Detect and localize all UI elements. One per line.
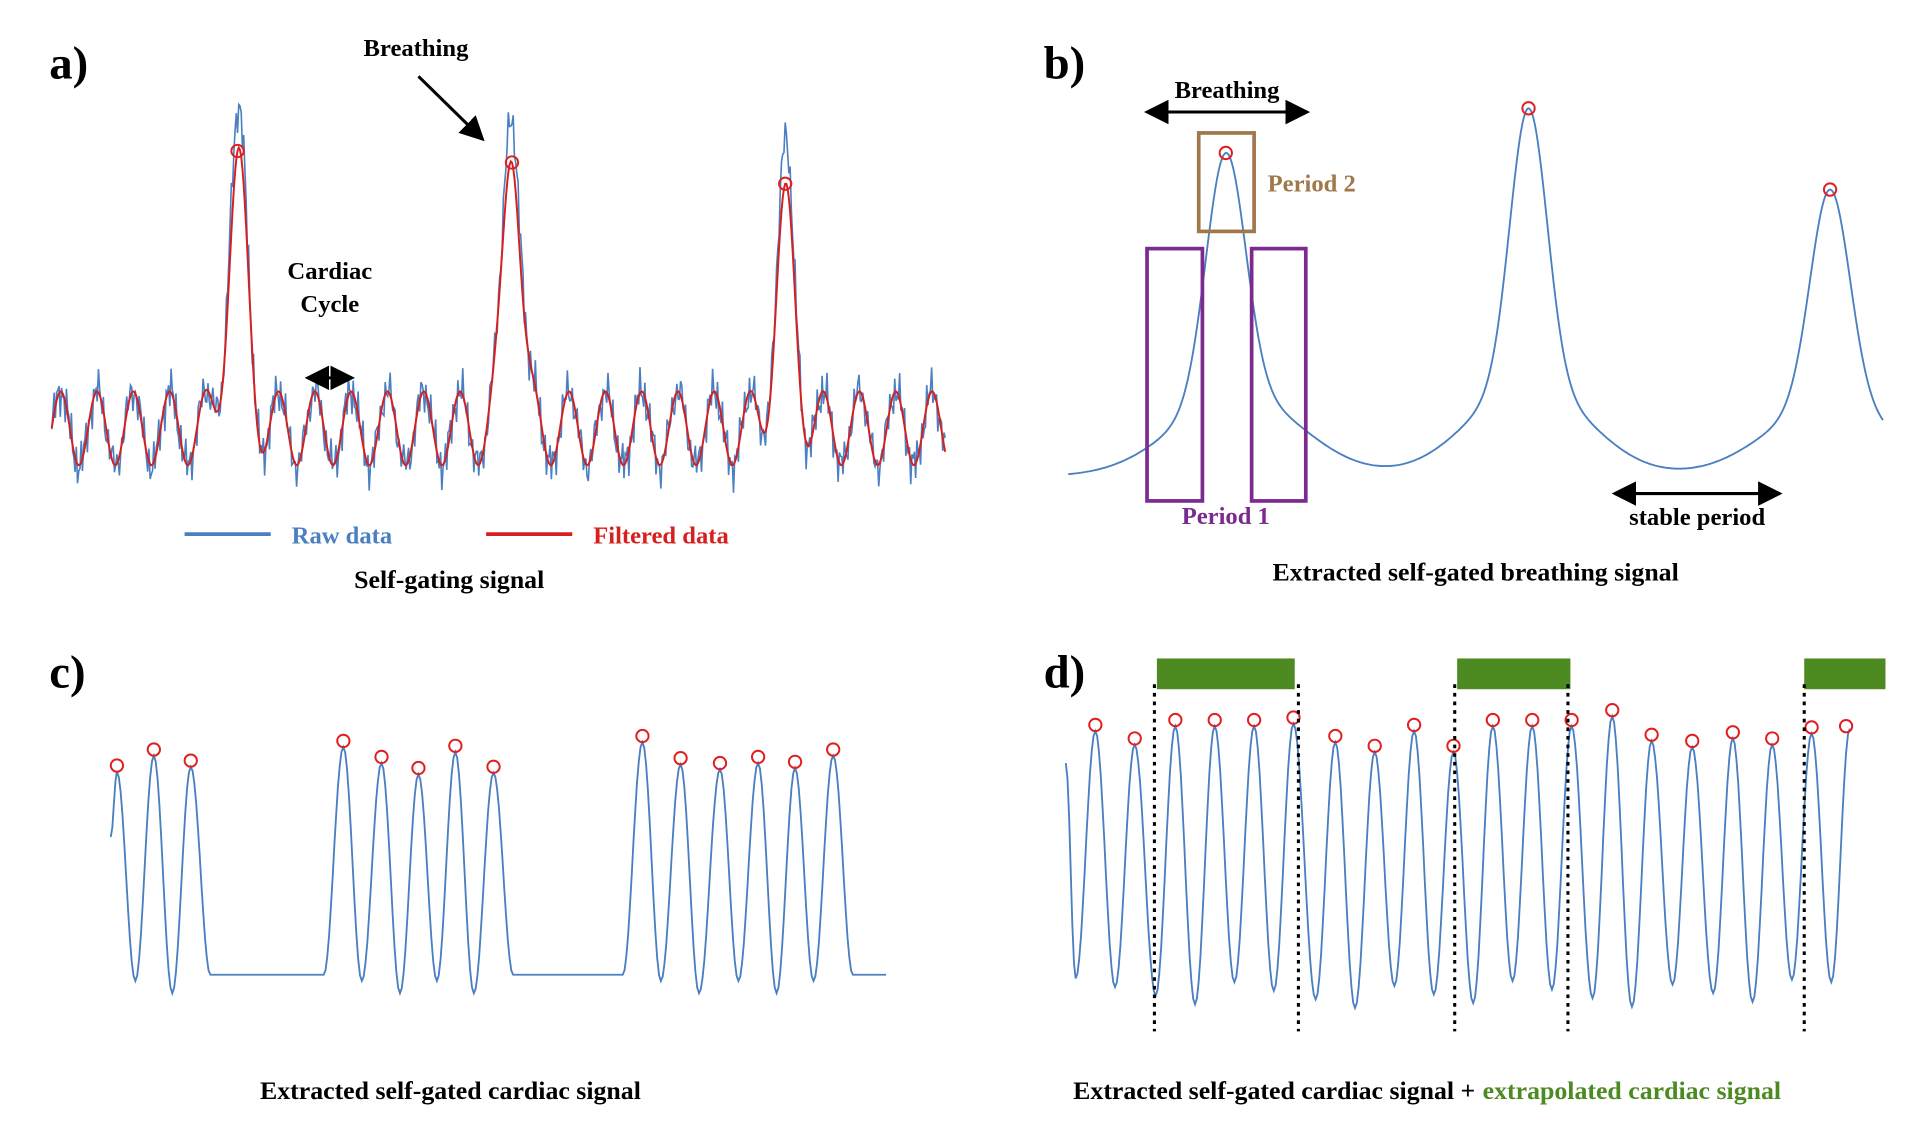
peak-marker <box>448 738 463 753</box>
annotation: Cardiac <box>287 258 372 285</box>
legend-label: Raw data <box>292 522 392 549</box>
cardiac-signal <box>1064 713 1851 1011</box>
annotation: Breathing <box>364 35 470 62</box>
period-box <box>1249 246 1308 503</box>
annotation: Period 2 <box>1268 171 1356 198</box>
peak-marker <box>1838 719 1854 734</box>
filtered-signal <box>50 145 947 467</box>
peak-marker <box>750 749 766 765</box>
peak-marker <box>1521 101 1536 116</box>
peak-marker <box>712 755 728 771</box>
peak-marker <box>374 749 389 765</box>
peak-marker <box>1246 712 1262 728</box>
annotation: Breathing <box>1175 77 1281 104</box>
annotation: Cycle <box>300 291 359 318</box>
peak-marker <box>1525 712 1540 728</box>
peak-marker <box>1218 145 1233 161</box>
arrow <box>417 75 485 142</box>
annotation: stable period <box>1629 504 1765 531</box>
peak-marker <box>411 760 426 776</box>
extrapolated-bar <box>1804 658 1886 690</box>
peak-marker <box>183 753 198 768</box>
peak-marker <box>1605 703 1620 718</box>
caption: Extracted self-gated breathing signal <box>1272 558 1678 587</box>
panel-label: d) <box>1044 647 1086 699</box>
peak-marker <box>1685 733 1700 749</box>
caption: Extracted self-gated cardiac signal <box>260 1076 641 1105</box>
breathing-signal <box>1068 107 1884 476</box>
panel-label: c) <box>49 647 85 699</box>
panel-label: a) <box>49 37 88 89</box>
peak-marker <box>1564 712 1579 728</box>
peak-marker <box>1168 712 1183 728</box>
peak-marker <box>778 176 793 191</box>
peak-marker <box>673 751 688 766</box>
signals <box>50 101 1884 1011</box>
annotation: Period 1 <box>1182 503 1270 530</box>
period-box <box>1196 131 1256 234</box>
peak-marker <box>1765 731 1780 746</box>
cardiac-signal <box>109 739 887 997</box>
peak-marker <box>826 742 841 757</box>
extrapolated-bar <box>1457 658 1571 690</box>
peak-marker <box>504 155 520 170</box>
period-box <box>1145 246 1205 503</box>
peak-marker <box>109 758 125 773</box>
peak-marker <box>230 143 245 159</box>
legend-label: Filtered data <box>593 522 729 549</box>
peak-marker <box>1207 712 1222 728</box>
peak-marker <box>787 754 803 769</box>
caption: Self-gating signal <box>354 565 544 594</box>
extrapolated-bar <box>1156 658 1295 690</box>
peak-marker <box>1485 712 1501 728</box>
peak-marker <box>1328 728 1343 744</box>
peak-marker <box>1088 717 1103 733</box>
peak-marker <box>1822 182 1838 197</box>
peak-marker <box>1406 717 1422 733</box>
peak-marker <box>1367 738 1382 753</box>
panel-label: b) <box>1044 37 1086 89</box>
peak-marker <box>1127 731 1142 746</box>
peak-marker <box>635 728 650 744</box>
caption: Extracted self-gated cardiac signal + ext… <box>1073 1076 1781 1105</box>
peak-marker <box>1286 710 1301 725</box>
dotted-lines <box>1152 684 1806 1032</box>
peak-marker <box>486 759 501 774</box>
peak-marker <box>336 733 351 749</box>
peak-marker <box>146 742 161 757</box>
peak-marker <box>1725 725 1740 740</box>
peak-marker <box>1644 727 1659 742</box>
